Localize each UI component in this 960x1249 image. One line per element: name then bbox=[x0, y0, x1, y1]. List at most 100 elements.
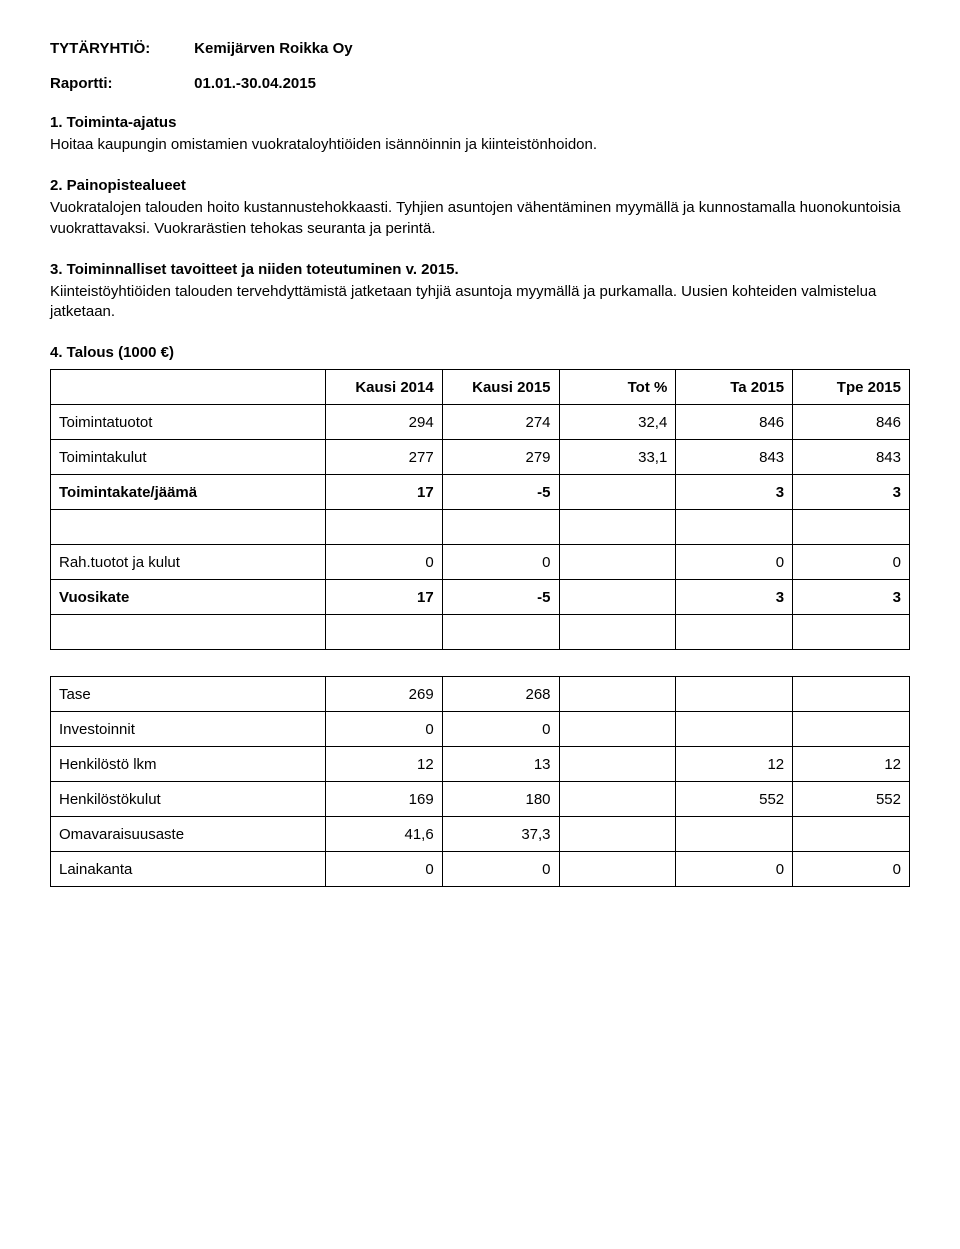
row-label: Vuosikate bbox=[51, 580, 326, 615]
cell bbox=[676, 712, 793, 747]
table-gap-row bbox=[51, 510, 910, 545]
cell bbox=[559, 677, 676, 712]
cell: 552 bbox=[793, 782, 910, 817]
cell: 0 bbox=[325, 852, 442, 887]
cell: 0 bbox=[325, 545, 442, 580]
cell: 846 bbox=[676, 405, 793, 440]
header-empty bbox=[51, 370, 326, 405]
cell bbox=[559, 747, 676, 782]
report-label: Raportti: bbox=[50, 75, 190, 92]
table-row: Lainakanta 0 0 0 0 bbox=[51, 852, 910, 887]
table-row: Toimintakulut 277 279 33,1 843 843 bbox=[51, 440, 910, 475]
cell bbox=[559, 545, 676, 580]
cell: 843 bbox=[676, 440, 793, 475]
cell: 269 bbox=[325, 677, 442, 712]
cell bbox=[793, 677, 910, 712]
section-3-body: Kiinteistöyhtiöiden talouden tervehdyttä… bbox=[50, 282, 910, 323]
cell: 0 bbox=[442, 545, 559, 580]
table-row: Toimintatuotot 294 274 32,4 846 846 bbox=[51, 405, 910, 440]
table-gap-row bbox=[51, 615, 910, 650]
report-value: 01.01.-30.04.2015 bbox=[194, 75, 316, 92]
cell bbox=[559, 712, 676, 747]
company-label: TYTÄRYHTIÖ: bbox=[50, 40, 190, 57]
cell: 180 bbox=[442, 782, 559, 817]
row-label: Tase bbox=[51, 677, 326, 712]
row-label: Investoinnit bbox=[51, 712, 326, 747]
row-label: Henkilöstökulut bbox=[51, 782, 326, 817]
table-row: Tase 269 268 bbox=[51, 677, 910, 712]
cell bbox=[559, 782, 676, 817]
cell: 3 bbox=[676, 580, 793, 615]
cell: 3 bbox=[793, 475, 910, 510]
cell: 32,4 bbox=[559, 405, 676, 440]
cell bbox=[559, 580, 676, 615]
cell bbox=[559, 852, 676, 887]
cell: 277 bbox=[325, 440, 442, 475]
cell: 13 bbox=[442, 747, 559, 782]
row-label: Toimintakate/jäämä bbox=[51, 475, 326, 510]
row-label: Toimintatuotot bbox=[51, 405, 326, 440]
cell: 279 bbox=[442, 440, 559, 475]
table-row: Henkilöstökulut 169 180 552 552 bbox=[51, 782, 910, 817]
cell: 3 bbox=[676, 475, 793, 510]
cell: -5 bbox=[442, 580, 559, 615]
cell: 268 bbox=[442, 677, 559, 712]
section-1-body: Hoitaa kaupungin omistamien vuokrataloyh… bbox=[50, 135, 910, 155]
company-line: TYTÄRYHTIÖ: Kemijärven Roikka Oy bbox=[50, 40, 910, 57]
table-row: Henkilöstö lkm 12 13 12 12 bbox=[51, 747, 910, 782]
table-row: Investoinnit 0 0 bbox=[51, 712, 910, 747]
cell: 0 bbox=[793, 545, 910, 580]
cell: 552 bbox=[676, 782, 793, 817]
finance-table-1: Kausi 2014 Kausi 2015 Tot % Ta 2015 Tpe … bbox=[50, 369, 910, 650]
cell bbox=[559, 475, 676, 510]
section-3-heading: 3. Toiminnalliset tavoitteet ja niiden t… bbox=[50, 261, 910, 278]
table-header-row: Kausi 2014 Kausi 2015 Tot % Ta 2015 Tpe … bbox=[51, 370, 910, 405]
row-label: Rah.tuotot ja kulut bbox=[51, 545, 326, 580]
col-ta-2015: Ta 2015 bbox=[676, 370, 793, 405]
row-label: Henkilöstö lkm bbox=[51, 747, 326, 782]
cell: 33,1 bbox=[559, 440, 676, 475]
cell: 12 bbox=[325, 747, 442, 782]
report-line: Raportti: 01.01.-30.04.2015 bbox=[50, 75, 910, 92]
finance-table-2: Tase 269 268 Investoinnit 0 0 Henkilöstö… bbox=[50, 676, 910, 887]
cell bbox=[676, 677, 793, 712]
cell: 169 bbox=[325, 782, 442, 817]
cell: 0 bbox=[793, 852, 910, 887]
cell: 17 bbox=[325, 475, 442, 510]
table-row: Omavaraisuusaste 41,6 37,3 bbox=[51, 817, 910, 852]
cell: 0 bbox=[442, 852, 559, 887]
section-2-body: Vuokratalojen talouden hoito kustannuste… bbox=[50, 198, 910, 239]
col-tot: Tot % bbox=[559, 370, 676, 405]
cell bbox=[793, 712, 910, 747]
cell: 3 bbox=[793, 580, 910, 615]
cell bbox=[793, 817, 910, 852]
cell: 12 bbox=[793, 747, 910, 782]
cell: -5 bbox=[442, 475, 559, 510]
section-4-heading: 4. Talous (1000 €) bbox=[50, 344, 910, 361]
section-1-heading: 1. Toiminta-ajatus bbox=[50, 114, 910, 131]
cell: 846 bbox=[793, 405, 910, 440]
cell: 17 bbox=[325, 580, 442, 615]
cell: 843 bbox=[793, 440, 910, 475]
row-label: Omavaraisuusaste bbox=[51, 817, 326, 852]
company-value: Kemijärven Roikka Oy bbox=[194, 40, 352, 57]
cell: 0 bbox=[676, 545, 793, 580]
cell: 274 bbox=[442, 405, 559, 440]
row-label: Toimintakulut bbox=[51, 440, 326, 475]
section-2-heading: 2. Painopistealueet bbox=[50, 177, 910, 194]
col-tpe-2015: Tpe 2015 bbox=[793, 370, 910, 405]
row-label: Lainakanta bbox=[51, 852, 326, 887]
cell: 41,6 bbox=[325, 817, 442, 852]
table-row: Toimintakate/jäämä 17 -5 3 3 bbox=[51, 475, 910, 510]
table-row: Rah.tuotot ja kulut 0 0 0 0 bbox=[51, 545, 910, 580]
cell: 294 bbox=[325, 405, 442, 440]
cell: 0 bbox=[325, 712, 442, 747]
cell: 0 bbox=[676, 852, 793, 887]
cell bbox=[559, 817, 676, 852]
col-kausi-2014: Kausi 2014 bbox=[325, 370, 442, 405]
col-kausi-2015: Kausi 2015 bbox=[442, 370, 559, 405]
cell bbox=[676, 817, 793, 852]
cell: 12 bbox=[676, 747, 793, 782]
cell: 37,3 bbox=[442, 817, 559, 852]
cell: 0 bbox=[442, 712, 559, 747]
